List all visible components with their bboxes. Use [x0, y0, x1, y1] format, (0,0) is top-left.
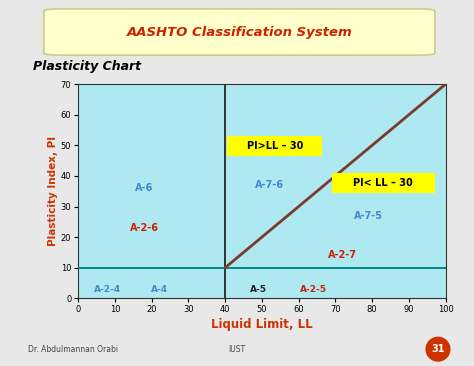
Text: A-7-6: A-7-6: [255, 180, 284, 190]
Text: A-7-5: A-7-5: [354, 211, 383, 221]
Text: PI< LL – 30: PI< LL – 30: [353, 178, 413, 188]
Y-axis label: Plasticity Index, PI: Plasticity Index, PI: [48, 136, 58, 246]
Text: A-2-6: A-2-6: [130, 223, 159, 233]
Text: A-2-5: A-2-5: [300, 285, 327, 294]
Text: A-5: A-5: [250, 285, 267, 294]
Text: Dr. Abdulmannan Orabi: Dr. Abdulmannan Orabi: [28, 345, 118, 354]
Text: A-6: A-6: [135, 183, 154, 193]
Bar: [332, 173, 435, 193]
Text: A-4: A-4: [150, 285, 168, 294]
Text: 31: 31: [431, 344, 445, 354]
Text: A-2-4: A-2-4: [94, 285, 121, 294]
Text: AASHTO Classification System: AASHTO Classification System: [127, 26, 352, 38]
Text: Plasticity Chart: Plasticity Chart: [33, 60, 141, 73]
Circle shape: [426, 337, 450, 361]
Text: PI>LL – 30: PI>LL – 30: [246, 141, 303, 151]
Text: IUST: IUST: [228, 345, 246, 354]
FancyBboxPatch shape: [44, 9, 435, 55]
X-axis label: Liquid Limit, LL: Liquid Limit, LL: [211, 318, 313, 331]
Bar: [227, 136, 322, 156]
Text: A-2-7: A-2-7: [328, 250, 357, 261]
